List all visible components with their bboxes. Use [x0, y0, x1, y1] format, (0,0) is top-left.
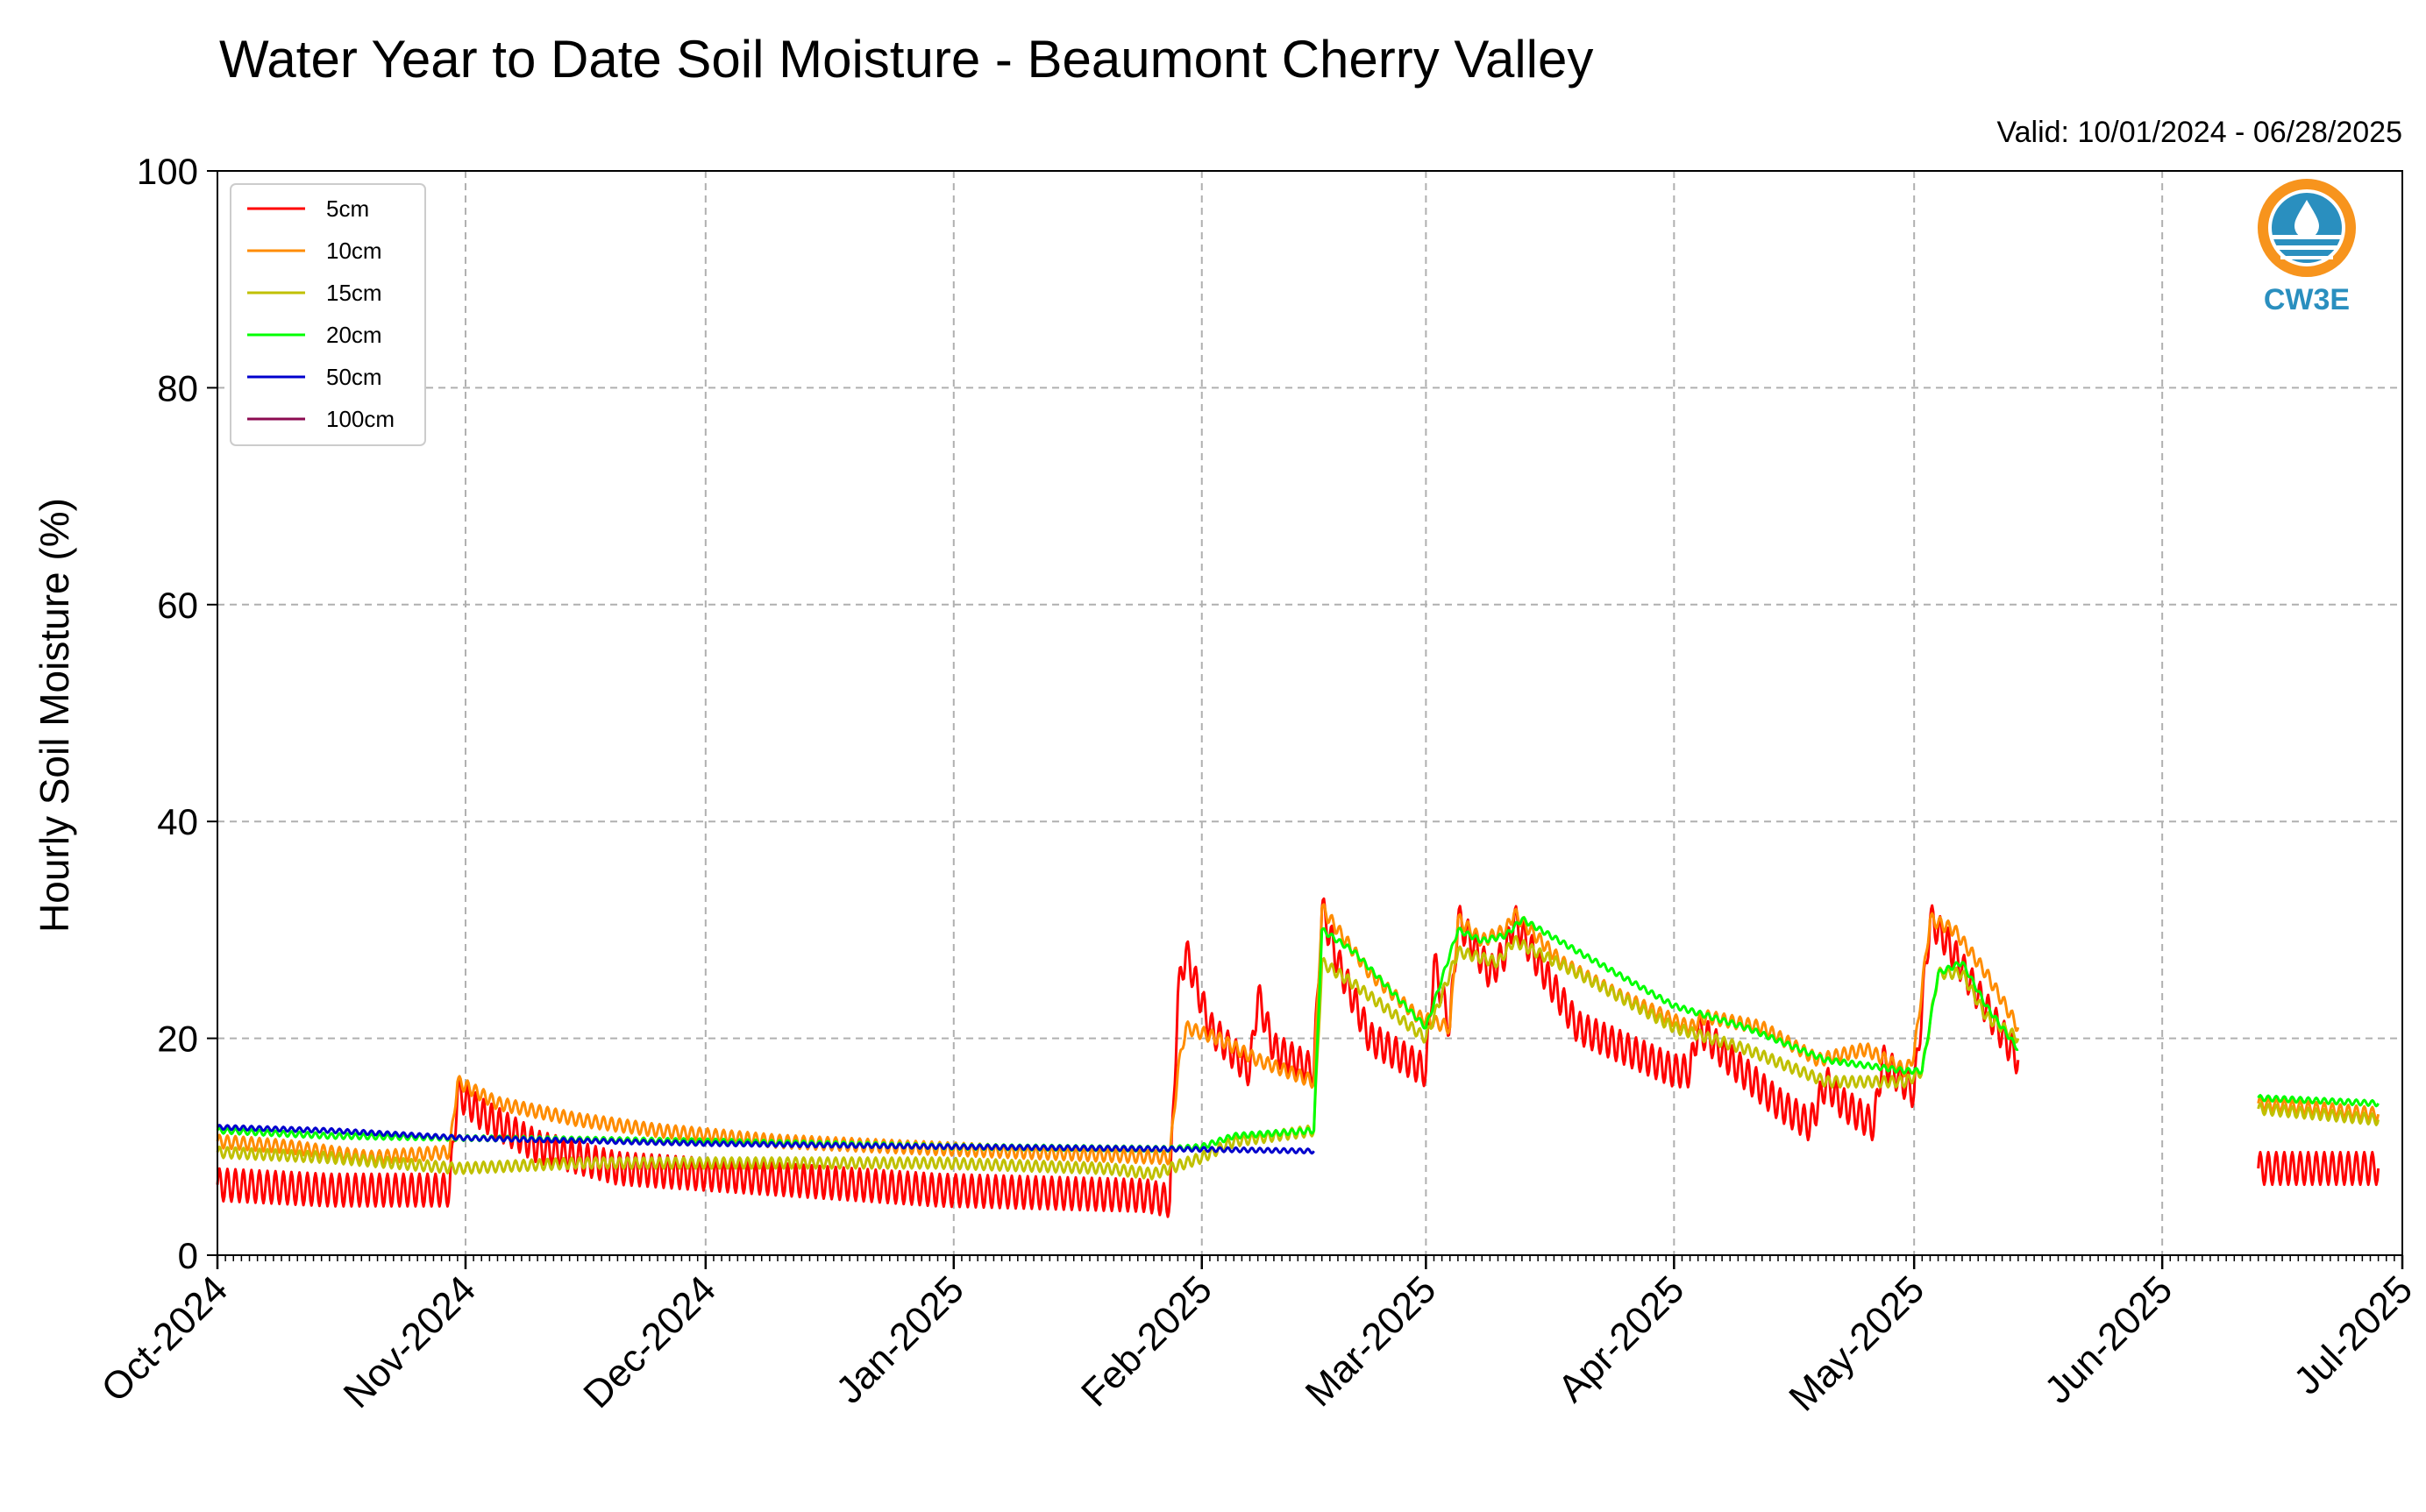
series-line-15cm	[216, 934, 2020, 1181]
y-tick-label: 100	[137, 151, 198, 192]
x-tick-label: Apr-2025	[1550, 1267, 1693, 1410]
x-tick-label: Mar-2025	[1298, 1267, 1445, 1415]
plot-frame	[217, 170, 2403, 1256]
logo-text: CW3E	[2264, 283, 2350, 316]
x-tick-label: Feb-2025	[1073, 1267, 1220, 1415]
series-line-15cm	[2257, 1102, 2380, 1126]
logo-drop-icon	[2294, 200, 2319, 238]
series-line-5cm	[216, 897, 2020, 1218]
x-tick-label: Dec-2024	[575, 1267, 724, 1416]
series-line-50cm	[216, 1124, 1315, 1155]
logo-wave-icon	[2280, 256, 2333, 259]
legend-label-15cm: 15cm	[326, 280, 382, 306]
series-lines	[216, 897, 2380, 1218]
axis-ticks	[207, 170, 2404, 1269]
legend-label-50cm: 50cm	[326, 364, 382, 390]
series-line-20cm	[2257, 1094, 2380, 1108]
legend-label-5cm: 5cm	[326, 195, 369, 222]
x-tick-label: Jun-2025	[2037, 1267, 2181, 1411]
grid-lines	[217, 171, 2402, 1255]
series-line-10cm	[2257, 1096, 2380, 1122]
y-tick-label: 20	[157, 1019, 198, 1060]
series-line-5cm	[2257, 1151, 2380, 1187]
y-axis-label: Hourly Soil Moisture (%)	[32, 498, 77, 933]
y-tick-label: 0	[178, 1235, 198, 1276]
cw3e-logo: CW3E	[2258, 179, 2356, 316]
x-tick-labels: Oct-2024 Nov-2024 Dec-2024 Jan-2025 Feb-2025…	[93, 1267, 2421, 1419]
chart-title: Water Year to Date Soil Moisture - Beaum…	[219, 30, 1593, 89]
series-line-20cm	[216, 916, 2019, 1154]
legend-label-100cm: 100cm	[326, 406, 395, 432]
logo-wave-icon	[2275, 245, 2338, 250]
x-tick-label: Jul-2025	[2286, 1267, 2421, 1402]
y-tick-label: 40	[157, 801, 198, 842]
valid-date-range: Valid: 10/01/2024 - 06/28/2025	[1996, 116, 2402, 149]
legend: 5cm 10cm 15cm 20cm 50cm 100cm	[230, 183, 426, 446]
y-tick-label: 80	[157, 367, 198, 408]
x-tick-label: Nov-2024	[335, 1267, 484, 1416]
x-tick-label: May-2025	[1781, 1267, 1932, 1419]
legend-label-20cm: 20cm	[326, 322, 382, 348]
x-tick-label: Oct-2024	[93, 1267, 236, 1410]
y-tick-labels: 0 20 40 60 80 100	[137, 151, 198, 1276]
logo-ring-icon	[2258, 179, 2356, 277]
legend-label-10cm: 10cm	[326, 238, 382, 264]
x-tick-label: Jan-2025	[828, 1267, 971, 1411]
y-tick-label: 60	[157, 585, 198, 626]
